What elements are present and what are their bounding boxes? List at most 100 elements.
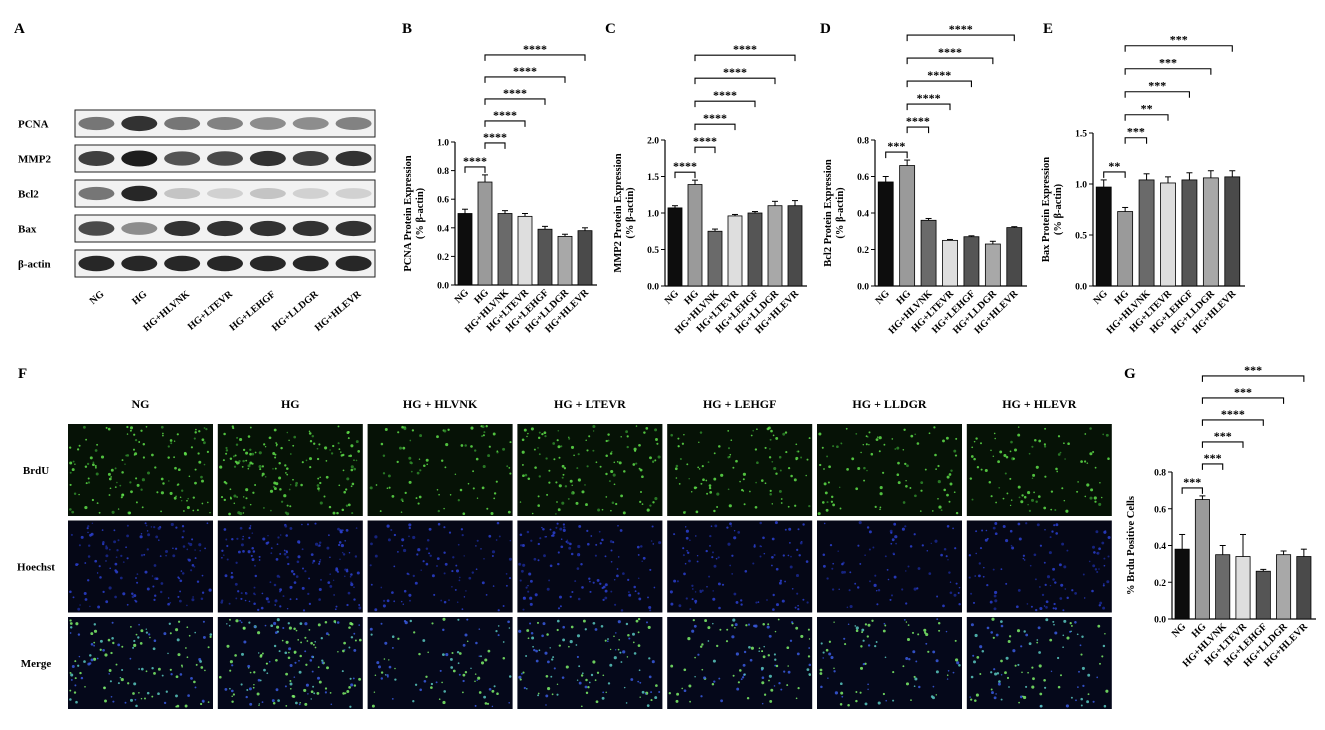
bar: [747, 212, 763, 287]
panel-label-e: E: [1043, 21, 1053, 37]
y-axis-label: Bax Protein Expression(% β-actin): [1041, 157, 1064, 262]
micrograph-grid: NG HG HG + HLVNK HG + LTEVR HG + LEHGF HG + L…: [17, 397, 1112, 709]
blot-band: [164, 220, 201, 237]
bar: [497, 213, 513, 286]
micrograph-column-title: HG + LEHGF: [703, 397, 777, 411]
significance-label: ***: [1244, 363, 1262, 377]
blot-band: [78, 255, 115, 272]
chart-bax: 0.0 0.5 1.0 1.5 Bax Protein Expression(% β-a…: [1041, 33, 1245, 336]
y-tick-label: 0.0: [857, 283, 869, 293]
significance-label: ****: [703, 111, 727, 125]
significance-bracket: [694, 77, 776, 85]
bar: [1235, 556, 1251, 620]
bar: [727, 215, 743, 287]
micrograph-tile: [217, 617, 363, 709]
blot-band: [121, 115, 158, 132]
blot-band: [335, 255, 372, 272]
blot-row-label: Bcl2: [18, 189, 39, 201]
y-tick-label: 0.5: [1075, 232, 1087, 242]
significance-label: ***: [1127, 125, 1145, 139]
blot-lane-label: HG+HLEVR: [313, 288, 364, 333]
micrograph-tile: [217, 424, 363, 516]
blot-band: [121, 150, 158, 167]
blot-row-label: Bax: [18, 224, 37, 236]
micrograph-tile: [817, 617, 962, 709]
blot-band: [78, 116, 115, 131]
significance-label: ****: [949, 22, 973, 36]
significance-label: ****: [513, 64, 537, 78]
micrograph-tile: [667, 424, 813, 516]
micrograph-tile: [966, 617, 1112, 709]
x-category-label: NG: [453, 287, 472, 306]
significance-bracket: [1201, 463, 1224, 470]
y-axis-label: Bcl2 Protein Expression(% β-actin): [823, 159, 846, 267]
panel-label-g: G: [1124, 366, 1136, 382]
y-tick-label: 2.0: [647, 137, 659, 147]
significance-bracket: [484, 120, 526, 127]
chart-bcl2: 0.0 0.2 0.4 0.6 0.8 Bcl2 Protein Expression(%…: [823, 22, 1027, 336]
y-tick-label: 0.6: [437, 196, 449, 206]
blot-band: [292, 151, 329, 166]
significance-label: ***: [1159, 56, 1177, 70]
y-tick-label: 0.4: [1154, 542, 1166, 552]
blot-row-label: β-actin: [18, 259, 51, 271]
significance-bracket: [1181, 487, 1203, 494]
bar: [787, 205, 803, 287]
bar: [687, 184, 703, 287]
bar: [984, 243, 1001, 287]
micrograph-tile: [367, 617, 513, 709]
bar: [920, 219, 937, 287]
blot-row-label: PCNA: [18, 119, 49, 131]
micrograph-tile: [367, 424, 513, 516]
blot-band: [78, 186, 115, 201]
bar: [1138, 179, 1155, 287]
significance-label: **: [1141, 102, 1153, 116]
bar: [1174, 548, 1190, 620]
significance-label: ***: [1148, 79, 1166, 93]
bar: [942, 239, 958, 287]
blot-band: [292, 117, 329, 130]
bar: [537, 228, 553, 286]
significance-label: ***: [1170, 33, 1188, 47]
micrograph-tile: [68, 617, 213, 709]
significance-bracket: [1201, 441, 1244, 448]
blot-lane-label: NG: [88, 289, 107, 307]
micrograph-tile: [367, 520, 513, 613]
micrograph-tile: [667, 617, 813, 709]
y-tick-label: 0.8: [857, 137, 869, 147]
blot-lane-label: HG: [130, 289, 149, 308]
y-axis-label: % Brdu Positive Cells: [1126, 496, 1137, 595]
bar: [1215, 554, 1231, 620]
significance-label: ****: [503, 86, 527, 100]
micrograph-tile: [217, 520, 363, 613]
blot-band: [249, 187, 286, 200]
x-category-label: NG: [1091, 288, 1110, 307]
blot-band: [249, 220, 286, 237]
significance-bracket: [1201, 397, 1285, 404]
significance-bracket: [906, 34, 1015, 42]
significance-bracket: [1124, 91, 1190, 98]
blot-band: [335, 117, 372, 130]
bar: [707, 230, 723, 287]
significance-bracket: [1103, 171, 1126, 178]
blot-band: [207, 151, 243, 166]
micrograph-tile: [817, 424, 962, 516]
bar: [1296, 556, 1312, 620]
significance-label: ****: [713, 88, 737, 102]
bar: [899, 165, 916, 287]
significance-label: ****: [493, 108, 517, 122]
significance-label: ***: [1214, 429, 1232, 443]
blot-row-label: MMP2: [18, 154, 51, 166]
y-tick-label: 0.4: [857, 210, 869, 220]
y-tick-label: 0.8: [1154, 469, 1166, 479]
blot-band: [121, 255, 158, 272]
significance-bracket: [484, 98, 546, 105]
significance-bracket: [1201, 375, 1305, 382]
micrograph-column-title: HG + LLDGR: [852, 397, 927, 411]
panel-label-c: C: [605, 21, 616, 37]
y-tick-label: 0.4: [437, 224, 449, 234]
significance-label: ****: [938, 45, 962, 59]
bar: [1160, 182, 1176, 287]
